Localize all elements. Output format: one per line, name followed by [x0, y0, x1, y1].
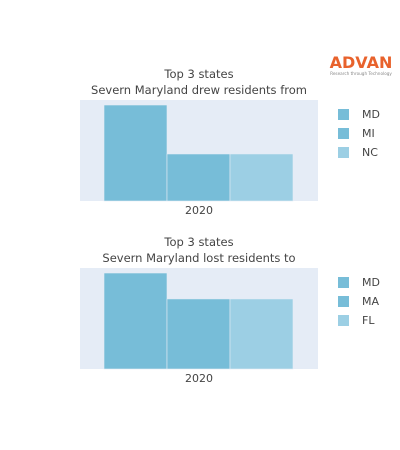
x-tick-label: 2020 — [185, 204, 213, 217]
legend-swatch-nc[interactable] — [338, 147, 349, 158]
chart-title-line-1: Top 3 states — [163, 67, 233, 81]
bar-mi — [166, 153, 231, 202]
legend-swatch-mi[interactable] — [338, 128, 349, 139]
legend-swatch-md[interactable] — [338, 277, 349, 288]
bar-fl — [229, 298, 294, 370]
bar-md — [103, 272, 168, 370]
legend-label-fl[interactable]: FL — [362, 314, 375, 327]
legend-label-md[interactable]: MD — [362, 276, 380, 289]
advan-logo: ADVAN Research through Technology — [330, 54, 393, 76]
bar-ma — [166, 298, 231, 370]
bar-nc — [229, 153, 294, 202]
chart-title-line-1: Top 3 states — [163, 235, 233, 249]
legend: MD MI NC — [338, 108, 380, 159]
chart-drew-residents-from: Top 3 states Severn Maryland drew reside… — [0, 64, 400, 224]
bar-md — [103, 104, 168, 202]
bars-group — [103, 272, 294, 370]
chart-title-line-2: Severn Maryland drew residents from — [91, 83, 307, 97]
legend-label-ma[interactable]: MA — [362, 295, 379, 308]
chart-svg-bottom: Top 3 states Severn Maryland lost reside… — [80, 235, 380, 385]
logo-brand: ADVAN — [330, 54, 393, 72]
legend: MD MA FL — [338, 276, 380, 327]
legend-swatch-md[interactable] — [338, 109, 349, 120]
legend-label-nc[interactable]: NC — [362, 146, 378, 159]
legend-label-md[interactable]: MD — [362, 108, 380, 121]
legend-swatch-ma[interactable] — [338, 296, 349, 307]
bars-group — [103, 104, 294, 202]
x-tick-label: 2020 — [185, 372, 213, 385]
chart-svg-top: Top 3 states Severn Maryland drew reside… — [80, 67, 380, 217]
chart-title-line-2: Severn Maryland lost residents to — [102, 251, 295, 265]
legend-swatch-fl[interactable] — [338, 315, 349, 326]
logo-tagline: Research through Technology — [330, 71, 392, 76]
chart-lost-residents-to: Top 3 states Severn Maryland lost reside… — [0, 232, 400, 392]
legend-label-mi[interactable]: MI — [362, 127, 375, 140]
